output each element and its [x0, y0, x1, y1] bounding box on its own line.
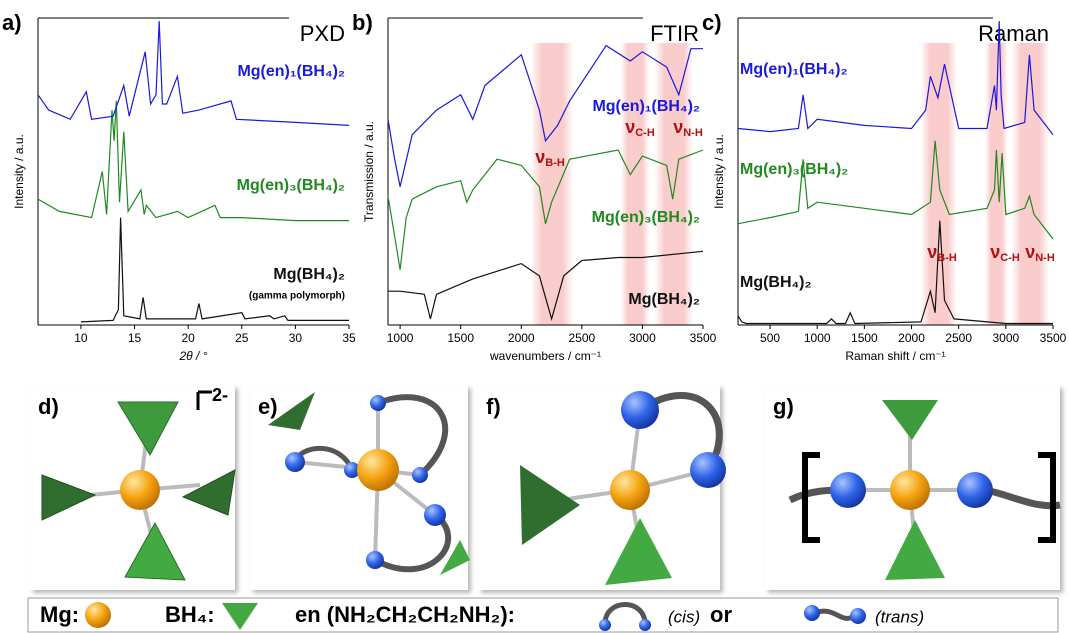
highlight-band — [1012, 43, 1050, 325]
x-tick-label: 2500 — [945, 331, 972, 345]
x-tick-label: 2500 — [568, 331, 595, 345]
key-label: Mg: — [40, 602, 79, 627]
chart-title: PXD — [300, 21, 345, 46]
annotation: (gamma polymorph) — [249, 291, 345, 302]
page: 10 15 20 25 30 35 2θ / ° Intensity / a.u. PXD a) M… — [0, 0, 1069, 633]
x-tick-label: 2000 — [898, 331, 925, 345]
x-tick-label: 15 — [128, 331, 142, 345]
panel-label: e) — [258, 394, 278, 419]
annotation-subscript: B-H — [937, 252, 957, 264]
spectrum-line — [38, 101, 349, 221]
x-tick-label: 3500 — [690, 331, 717, 345]
series-label: Mg(en)₃(BH₄)₂ — [237, 177, 345, 194]
series-label: Mg(BH₄)₂ — [273, 266, 345, 283]
key-label: (cis) — [668, 607, 700, 626]
x-axis-label: 2θ / ° — [179, 349, 208, 363]
annotation-symbol: ν — [1025, 242, 1035, 262]
highlight-band — [655, 43, 694, 325]
x-axis-label: wavenumbers / cm⁻¹ — [489, 349, 601, 363]
x-axis-label: Raman shift / cm⁻¹ — [845, 349, 945, 363]
panel-label: f) — [486, 394, 501, 419]
annotation-symbol: ν — [927, 242, 937, 262]
key-label: (trans) — [875, 607, 924, 626]
annotation-subscript: N-H — [1035, 252, 1055, 264]
x-tick-label: 1500 — [851, 331, 878, 345]
series-label: Mg(BH₄)₂ — [740, 274, 812, 291]
y-axis-label: Transmission / a.u. — [362, 121, 376, 222]
annotation-symbol: ν — [990, 242, 1000, 262]
key: Mg: BH₄: en (NH₂CH₂CH₂NH₂): (cis) or (tr… — [28, 598, 1058, 632]
charts: 10 15 20 25 30 35 2θ / ° Intensity / a.u. PXD a) M… — [2, 10, 1067, 363]
highlight-band — [621, 43, 650, 325]
x-tick-label: 1000 — [387, 331, 414, 345]
annotation-subscript: C-H — [635, 127, 655, 139]
annotation-subscript: C-H — [1000, 252, 1020, 264]
panel-frame — [478, 385, 720, 590]
y-axis-label: Intensity / a.u. — [712, 134, 726, 209]
annotation-subscript: N-H — [683, 127, 703, 139]
annotation-symbol: ν — [673, 117, 683, 137]
y-axis-label: Intensity / a.u. — [12, 134, 26, 209]
x-tick-label: 35 — [342, 331, 356, 345]
series-label: Mg(en)₁(BH₄)₂ — [740, 61, 848, 78]
x-tick-label: 500 — [760, 331, 780, 345]
panel-label: c) — [702, 10, 722, 35]
x-tick-label: 3000 — [629, 331, 656, 345]
key-label: or — [710, 602, 732, 627]
x-tick-label: 1000 — [804, 331, 831, 345]
panel-label: b) — [352, 10, 373, 35]
annotation-subscript: B-H — [545, 157, 565, 169]
x-tick-label: 2000 — [508, 331, 535, 345]
x-tick-label: 10 — [74, 331, 88, 345]
chart-title: FTIR — [650, 21, 699, 46]
annotation-symbol: ν — [535, 147, 545, 167]
panel-label: g) — [773, 394, 794, 419]
key-label: en (NH₂CH₂CH₂NH₂): — [295, 602, 515, 627]
annotation-symbol: ν — [625, 117, 635, 137]
x-tick-label: 20 — [181, 331, 195, 345]
chart-title: Raman — [978, 21, 1049, 46]
series-label: Mg(en)₁(BH₄)₂ — [592, 98, 700, 115]
series-label: Mg(en)₃(BH₄)₂ — [592, 209, 700, 226]
x-tick-label: 25 — [235, 331, 249, 345]
charge: 2- — [212, 385, 228, 405]
panel-label: a) — [2, 10, 22, 35]
key-label: BH₄: — [165, 602, 215, 627]
panel-label: d) — [38, 394, 59, 419]
x-tick-label: 1500 — [447, 331, 474, 345]
x-tick-label: 3500 — [1040, 331, 1067, 345]
x-tick-label: 3000 — [992, 331, 1019, 345]
series-label: Mg(en)₁(BH₄)₂ — [237, 63, 345, 80]
x-tick-label: 30 — [289, 331, 303, 345]
series-label: Mg(en)₃(BH₄)₂ — [740, 161, 848, 178]
series-label: Mg(BH₄)₂ — [628, 291, 700, 308]
figure: 10 15 20 25 30 35 2θ / ° Intensity / a.u. PXD a) M… — [0, 0, 1069, 633]
